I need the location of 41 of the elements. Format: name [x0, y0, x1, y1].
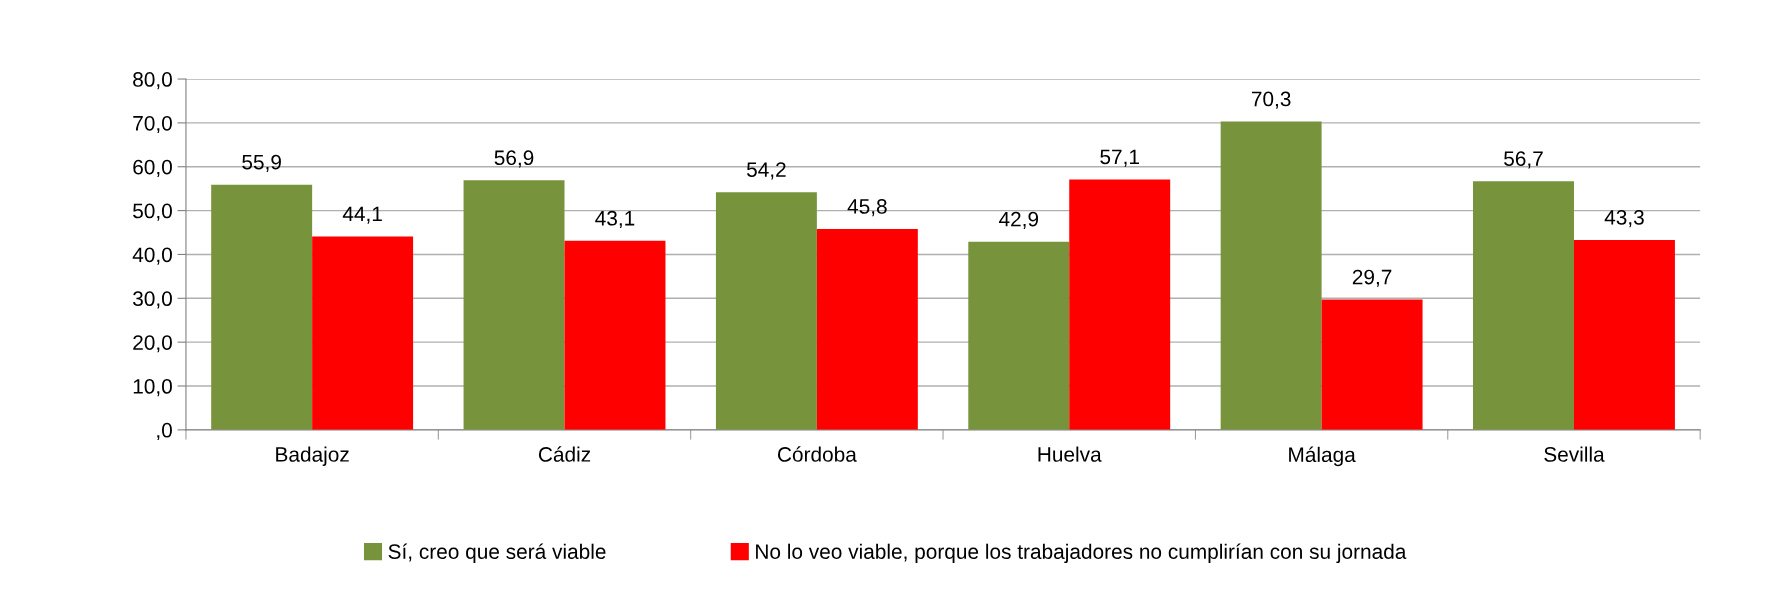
data-label: 56,9	[494, 150, 534, 168]
y-tick-label: 70,0	[133, 115, 172, 134]
bar	[1573, 239, 1675, 430]
bar	[1321, 299, 1423, 430]
bar	[463, 180, 565, 430]
data-label: 45,8	[847, 199, 887, 217]
data-label: 70,3	[1251, 91, 1291, 109]
y-tick-label: 40,0	[132, 247, 172, 265]
y-tick-label: 20,0	[133, 335, 172, 353]
y-tick-label: 50,0	[133, 203, 172, 221]
y-tick-label: 60,0	[133, 159, 172, 177]
x-tick-label: Sevilla	[1544, 446, 1605, 462]
y-tick-label: 10,0	[133, 379, 172, 397]
x-tick-label: Málaga	[1289, 446, 1356, 467]
data-label: 56,7	[1504, 151, 1543, 169]
y-tick-label: ,0	[157, 422, 172, 441]
bar	[1473, 181, 1574, 430]
bar	[715, 192, 817, 430]
legend-label: No lo veo viable, porque los trabajadores no cumplirían con su jornada	[756, 543, 1407, 564]
data-label: 55,9	[242, 154, 281, 172]
data-label: 29,7	[1352, 269, 1392, 287]
bar	[968, 241, 1070, 430]
y-tick-label: 30,0	[133, 291, 172, 309]
data-label: 44,1	[342, 206, 382, 224]
bar	[312, 236, 414, 430]
data-label: 54,2	[746, 162, 786, 180]
data-label: 43,1	[595, 210, 635, 229]
bar	[564, 240, 666, 430]
data-label: 43,3	[1604, 210, 1644, 228]
y-tick-label: 80,0	[133, 72, 172, 90]
data-label: 42,9	[998, 211, 1039, 229]
data-label: 57,1	[1100, 149, 1139, 167]
bar	[816, 229, 918, 430]
x-tick-label: Córdoba	[777, 446, 857, 462]
x-tick-label: Huelva	[1038, 446, 1102, 462]
x-tick-label: Badajoz	[276, 446, 349, 466]
bar	[1220, 121, 1322, 430]
bar	[1069, 179, 1171, 430]
legend-label: Sí, creo que será viable	[388, 543, 606, 564]
x-tick-label: Cádiz	[538, 446, 591, 462]
bar	[211, 184, 313, 430]
